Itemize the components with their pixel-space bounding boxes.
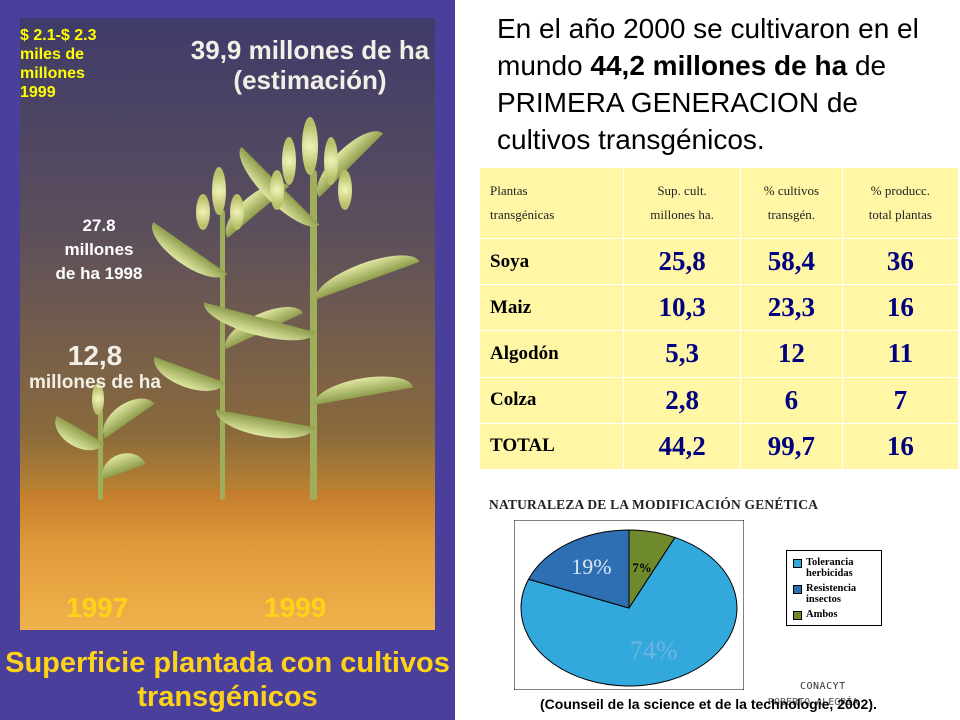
table-header-cell: Sup. cult. millones ha. — [623, 167, 741, 239]
value-cell: 16 — [841, 422, 960, 471]
value-cell: 99,7 — [739, 422, 843, 471]
headline-text: En el año 2000 se cultivaron en el mundo… — [497, 10, 952, 158]
source-citation: (Counseil de la science et de la technol… — [540, 696, 877, 712]
value-cell: 12 — [739, 330, 843, 378]
year-1997-label: 1997 — [66, 592, 129, 623]
soil-ground — [20, 490, 435, 630]
header-line: % producc. — [870, 183, 930, 198]
table-header-cell: % producc. total plantas — [841, 167, 960, 239]
value-cell: 36 — [841, 237, 960, 286]
legend-label: Resistencia insectos — [806, 583, 856, 605]
pie-slice-label: 19% — [571, 554, 611, 579]
legend-item: Resistencia insectos — [793, 583, 856, 605]
revenue-line: miles de — [20, 46, 85, 63]
legend-swatch — [793, 585, 802, 594]
value-cell: 11 — [841, 330, 960, 378]
revenue-line: millones — [20, 65, 85, 82]
value-cell: 16 — [841, 284, 960, 332]
pie-slices — [520, 529, 738, 687]
table-row: Algodón 5,3 12 11 — [478, 330, 960, 378]
area-1997-label: 12,8 millones de ha — [20, 340, 170, 394]
table-header-row: Plantas transgénicas Sup. cult. millones… — [478, 167, 960, 239]
pie-slice-label: 74% — [630, 636, 678, 665]
value-cell: 2,8 — [623, 376, 741, 424]
area-1998-line: 27.8 — [82, 216, 116, 235]
legend-label-line: Resistencia — [806, 583, 857, 594]
pie-slice — [520, 536, 738, 687]
headline-part: En el año 2000 se cultivaron en el mundo — [497, 13, 919, 81]
header-line: Sup. cult. — [657, 183, 707, 198]
legend-label-line: herbicidas — [806, 568, 853, 579]
headline-part: de PRIMERA GENERACION de cultivos transg… — [497, 50, 887, 155]
table-row-total: TOTAL 44,2 99,7 16 — [478, 422, 960, 471]
row-name-cell: Colza — [478, 376, 625, 424]
area-1998-line: de ha 1998 — [55, 264, 143, 283]
revenue-line: $ 2.1-$ 2.3 — [20, 27, 97, 44]
legend-label-line: Tolerancia — [806, 557, 854, 568]
watermark-text: ROBERTO ALEGRÍA — [768, 697, 859, 708]
estimate-1999-label: 39,9 millones de ha (estimación) — [170, 35, 450, 95]
pie-slice — [527, 529, 630, 609]
chart-title: NATURALEZA DE LA MODIFICACIÓN GENÉTICA — [489, 497, 819, 512]
caption-line: transgénicos — [137, 681, 318, 713]
chart-legend: Tolerancia herbicidas Resistencia insect… — [786, 550, 882, 626]
row-name-cell: Maiz — [478, 284, 625, 332]
table-row: Colza 2,8 6 7 — [478, 376, 960, 424]
transgenic-crops-table: Plantas transgénicas Sup. cult. millones… — [478, 167, 960, 471]
header-line: millones ha. — [650, 207, 714, 222]
pie-labels: 7% 74% 19% — [571, 554, 677, 665]
value-cell: 6 — [739, 376, 843, 424]
header-line: Plantas — [490, 183, 528, 198]
watermark-text: CONACYT — [800, 681, 846, 692]
value-cell: 44,2 — [623, 422, 741, 471]
value-cell: 10,3 — [623, 284, 741, 332]
row-name-cell: Soya — [478, 237, 625, 286]
area-1997-value: 12,8 — [67, 340, 123, 371]
table-row: Maiz 10,3 23,3 16 — [478, 284, 960, 332]
table-row: Soya 25,8 58,4 36 — [478, 237, 960, 286]
header-line: transgénicas — [490, 207, 555, 222]
area-1998-label: 27.8 millones de ha 1998 — [24, 214, 174, 286]
table-header-cell: Plantas transgénicas — [478, 167, 625, 239]
header-line: % cultivos — [763, 183, 820, 198]
estimate-line: (estimación) — [233, 65, 387, 95]
caption-line: Superficie plantada con cultivos — [5, 647, 450, 679]
value-cell: 5,3 — [623, 330, 741, 378]
value-cell: 7 — [841, 376, 960, 424]
legend-swatch — [793, 559, 802, 568]
revenue-1999-text: $ 2.1-$ 2.3 miles de millones 1999 — [20, 26, 97, 102]
value-cell: 23,3 — [739, 284, 843, 332]
header-line: total plantas — [868, 207, 932, 222]
infographic-image — [20, 18, 435, 630]
infographic-panel: $ 2.1-$ 2.3 miles de millones 1999 39,9 … — [0, 0, 455, 720]
value-cell: 25,8 — [623, 237, 741, 286]
legend-item: Ambos — [793, 609, 838, 620]
legend-swatch — [793, 611, 802, 620]
area-1998-line: millones — [64, 240, 134, 259]
year-1999-label: 1999 — [264, 592, 327, 623]
legend-label: Ambos — [806, 609, 838, 620]
area-1997-unit: millones de ha — [29, 372, 161, 393]
legend-item: Tolerancia herbicidas — [793, 557, 853, 579]
pie-slice-label: 7% — [632, 560, 652, 575]
revenue-line: 1999 — [20, 84, 56, 101]
value-cell: 58,4 — [739, 237, 843, 286]
pie-chart: 7% 74% 19% — [514, 520, 744, 690]
table-header-cell: % cultivos transgén. — [739, 167, 843, 239]
estimate-line: 39,9 millones de ha — [190, 35, 430, 65]
legend-label: Tolerancia herbicidas — [806, 557, 853, 579]
row-name-cell: TOTAL — [478, 422, 625, 471]
legend-label-line: insectos — [806, 594, 841, 605]
row-name-cell: Algodón — [478, 330, 625, 378]
header-line: transgén. — [767, 207, 816, 222]
headline-bold: 44,2 millones de ha — [590, 50, 848, 81]
infographic-caption: Superficie plantada con cultivos transgé… — [0, 646, 455, 714]
